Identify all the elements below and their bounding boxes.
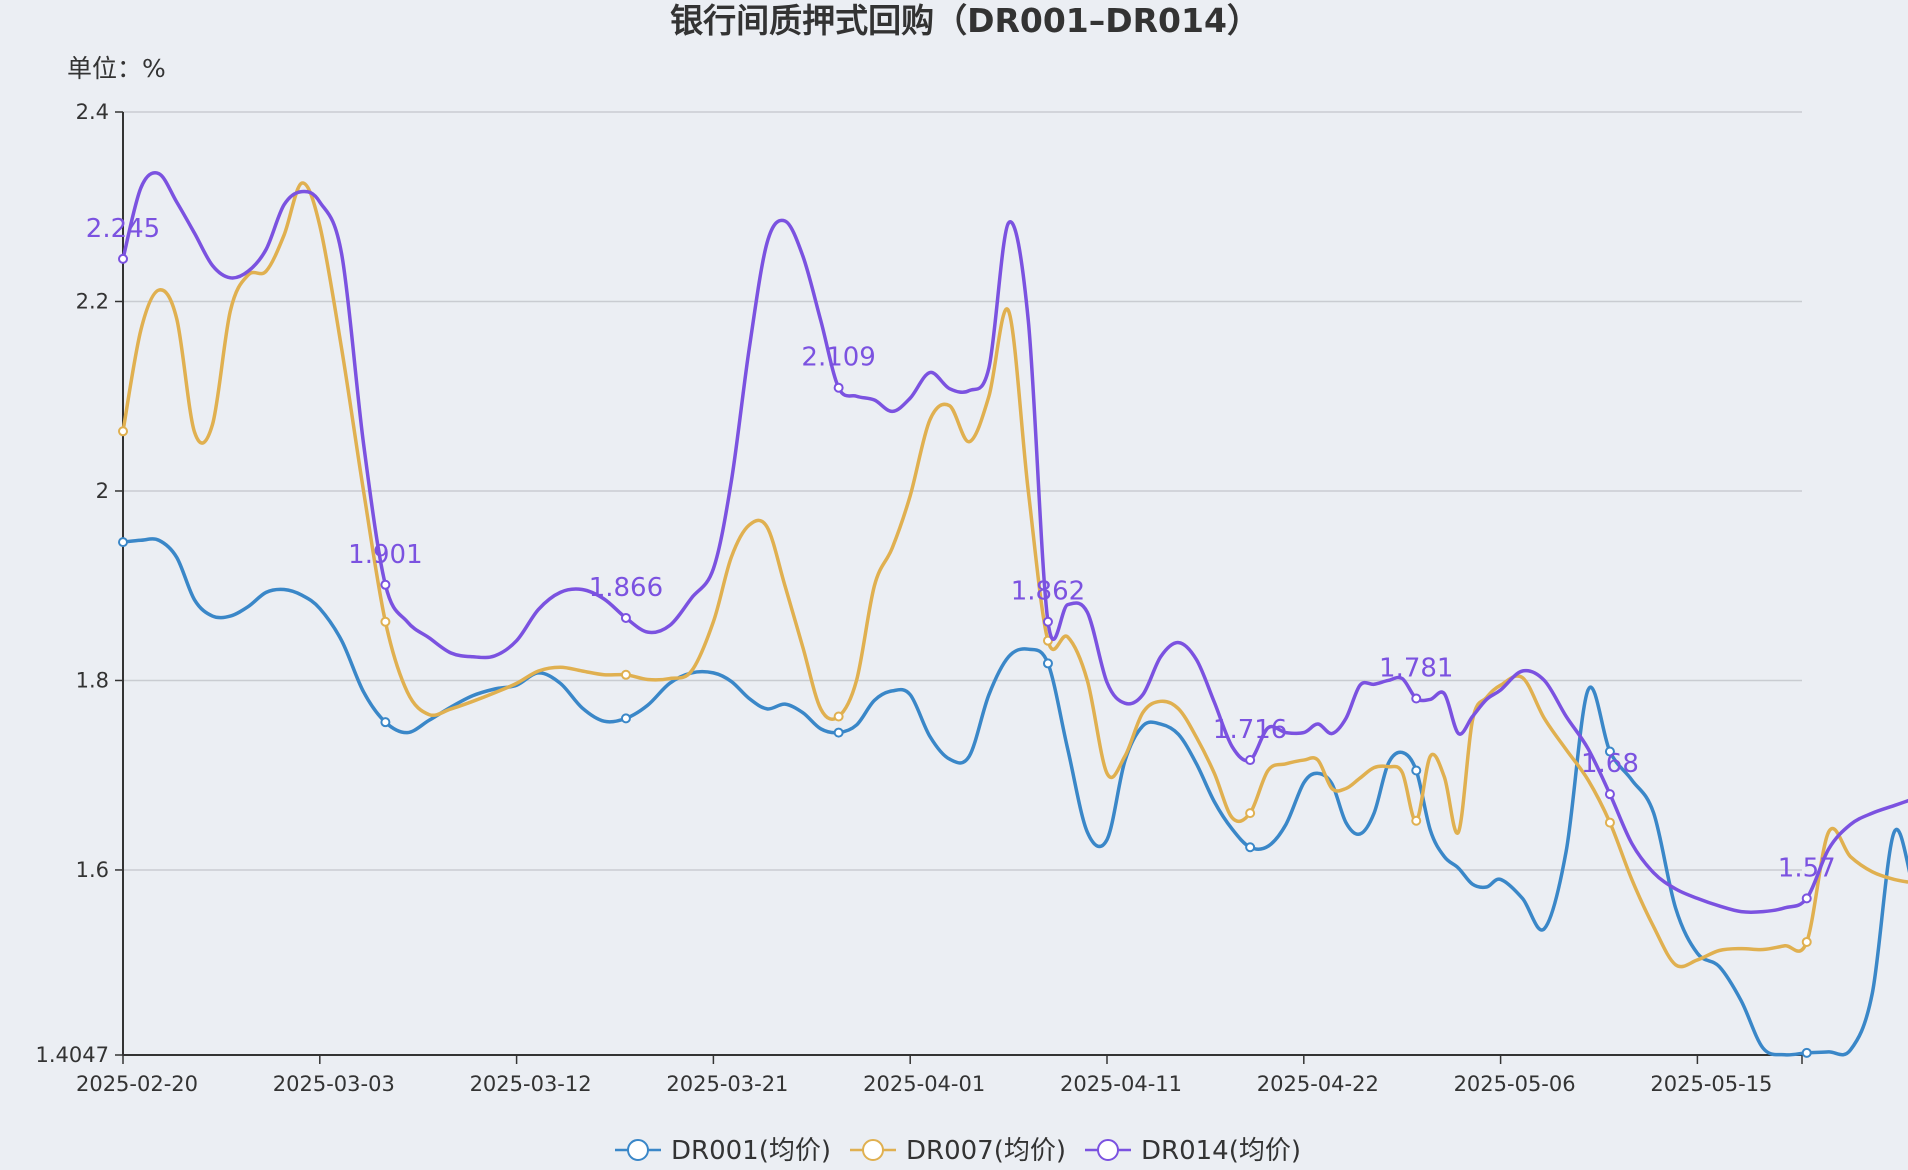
data-label: 1.716 xyxy=(1213,715,1287,745)
data-label: 1.901 xyxy=(348,540,422,570)
data-point xyxy=(380,579,391,590)
data-point xyxy=(833,382,844,393)
data-point xyxy=(620,669,631,680)
y-tick-label: 1.4047 xyxy=(36,1043,109,1067)
y-tick-label: 2.2 xyxy=(76,289,109,313)
data-point xyxy=(620,713,631,724)
data-point xyxy=(1801,893,1812,904)
data-point xyxy=(1411,815,1422,826)
y-tick-label: 2 xyxy=(96,479,109,503)
data-label: 1.57 xyxy=(1778,853,1836,883)
y-tick-label: 1.6 xyxy=(76,858,109,882)
x-tick-label: 2025-03-03 xyxy=(273,1072,395,1096)
data-point xyxy=(380,717,391,728)
x-tick-label: 2025-05-15 xyxy=(1650,1072,1772,1096)
data-label: 2.109 xyxy=(801,343,875,373)
data-point xyxy=(1604,817,1615,828)
data-point xyxy=(1245,755,1256,766)
legend-marker xyxy=(627,1139,649,1161)
unit-label: 单位：% xyxy=(67,54,166,83)
data-point xyxy=(1042,616,1053,627)
data-label: 2.245 xyxy=(86,214,160,244)
data-point xyxy=(1245,808,1256,819)
data-point xyxy=(1801,936,1812,947)
data-point xyxy=(118,253,128,264)
data-point xyxy=(1042,658,1053,669)
chart-title: 银行间质押式回购（DR001–DR014） xyxy=(670,1,1260,40)
series-line xyxy=(121,171,1908,914)
x-tick-label: 2025-03-21 xyxy=(666,1072,788,1096)
x-tick-label: 2025-04-01 xyxy=(863,1072,985,1096)
data-point xyxy=(380,616,391,627)
legend-marker xyxy=(1097,1139,1119,1161)
data-point xyxy=(620,612,631,623)
data-label: 1.68 xyxy=(1581,749,1639,779)
x-tick-label: 2025-03-12 xyxy=(470,1072,592,1096)
y-tick-label: 1.8 xyxy=(76,668,109,692)
data-label: 1.781 xyxy=(1379,653,1453,683)
data-point xyxy=(1411,693,1422,704)
data-label: 1.862 xyxy=(1011,577,1085,607)
x-tick-label: 2025-04-11 xyxy=(1060,1072,1182,1096)
data-point xyxy=(833,727,844,738)
x-tick-label: 2025-05-06 xyxy=(1454,1072,1576,1096)
data-point xyxy=(118,426,128,437)
data-point xyxy=(1604,746,1615,757)
data-point xyxy=(1604,789,1615,800)
data-point xyxy=(1245,842,1256,853)
legend-label: DR014(均价) xyxy=(1141,1136,1301,1166)
series-line xyxy=(121,181,1908,969)
data-label: 1.866 xyxy=(589,573,663,603)
legend-label: DR007(均价) xyxy=(906,1136,1066,1166)
x-tick-label: 2025-04-22 xyxy=(1257,1072,1379,1096)
legend-label: DR001(均价) xyxy=(671,1136,831,1166)
data-point xyxy=(833,711,844,722)
legend-marker xyxy=(862,1139,884,1161)
y-tick-label: 2.4 xyxy=(76,100,109,124)
data-point xyxy=(118,537,128,548)
series-line xyxy=(122,537,1908,1057)
data-point xyxy=(1411,765,1422,776)
x-tick-label: 2025-02-20 xyxy=(76,1072,198,1096)
data-point xyxy=(1801,1047,1812,1058)
